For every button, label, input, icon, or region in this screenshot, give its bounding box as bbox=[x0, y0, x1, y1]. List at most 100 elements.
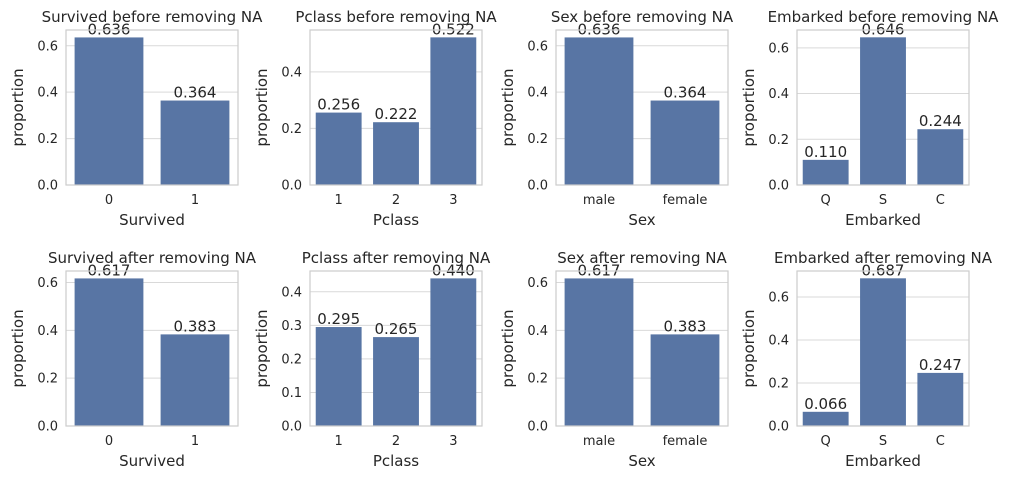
x-tick-label: 1 bbox=[335, 193, 343, 208]
y-tick-label: 0.0 bbox=[281, 420, 302, 435]
bar bbox=[373, 337, 419, 426]
y-tick-label: 0.2 bbox=[527, 372, 548, 387]
x-tick-label: 0 bbox=[105, 193, 113, 208]
y-tick-label: 0.6 bbox=[37, 276, 58, 291]
bar bbox=[564, 37, 634, 186]
subplot: 0.0 0.2 0.4 0.256 1 0.222 2 0.522 3 Pclass before… bbox=[253, 8, 497, 229]
axes-frame bbox=[555, 270, 729, 427]
y-tick-label: 0.6 bbox=[768, 291, 789, 306]
bar bbox=[564, 278, 634, 426]
y-axis-label: proportion bbox=[9, 309, 27, 387]
y-tick-label: 0.2 bbox=[527, 132, 548, 147]
y-tick-label: 0.2 bbox=[768, 133, 789, 148]
bar bbox=[802, 159, 849, 185]
x-axis-label: Embarked bbox=[845, 211, 921, 229]
x-tick-label: C bbox=[936, 193, 945, 208]
bar bbox=[315, 112, 362, 185]
y-tick-label: 0.0 bbox=[281, 179, 302, 194]
axes-frame bbox=[309, 29, 483, 186]
data-label: 0.256 bbox=[317, 96, 360, 114]
y-tick-label: 0.0 bbox=[768, 420, 789, 435]
y-tick-label: 0.4 bbox=[768, 87, 789, 102]
data-label: 0.383 bbox=[174, 317, 217, 335]
bar bbox=[74, 37, 144, 186]
y-tick-label: 0.2 bbox=[281, 352, 302, 367]
y-tick-label: 0.0 bbox=[768, 179, 789, 194]
x-tick-label: 2 bbox=[392, 193, 400, 208]
bar bbox=[860, 37, 906, 185]
subplot: 0.0 0.2 0.4 0.6 0.110 Q 0.646 S 0.244 C Embarked b… bbox=[740, 8, 999, 229]
x-tick-label: male bbox=[583, 193, 615, 208]
bar bbox=[430, 37, 477, 185]
axes-frame bbox=[796, 29, 970, 186]
data-label: 0.265 bbox=[375, 320, 418, 338]
x-axis-label: Pclass bbox=[373, 211, 419, 229]
x-tick-label: female bbox=[663, 434, 708, 449]
data-label: 0.383 bbox=[664, 317, 707, 335]
y-tick-label: 0.0 bbox=[37, 420, 58, 435]
subplot-title: Survived after removing NA bbox=[48, 249, 257, 267]
axes-frame bbox=[309, 270, 483, 427]
bar bbox=[74, 278, 144, 426]
y-tick-label: 0.4 bbox=[281, 65, 302, 80]
x-axis-label: Sex bbox=[628, 452, 655, 470]
y-tick-label: 0.4 bbox=[768, 334, 789, 349]
data-label: 0.687 bbox=[862, 261, 905, 279]
subplot: 0.0 0.1 0.2 0.3 0.4 0.295 1 0.265 2 0.440 3 Pclass … bbox=[253, 249, 491, 470]
x-tick-label: C bbox=[936, 434, 945, 449]
axes-frame bbox=[65, 270, 239, 427]
y-tick-label: 0.0 bbox=[527, 420, 548, 435]
y-tick-label: 0.2 bbox=[281, 122, 302, 137]
x-tick-label: female bbox=[663, 193, 708, 208]
bar bbox=[802, 411, 849, 426]
bar bbox=[917, 372, 964, 426]
subplot-title: Sex before removing NA bbox=[551, 8, 734, 26]
subplot-title: Embarked before removing NA bbox=[768, 8, 1000, 26]
subplot: 0.0 0.2 0.4 0.6 0.066 Q 0.687 S 0.247 C Embarked a… bbox=[740, 249, 993, 470]
x-axis-label: Pclass bbox=[373, 452, 419, 470]
subplot-title: Embarked after removing NA bbox=[774, 249, 993, 267]
bar bbox=[650, 334, 720, 426]
x-axis-label: Survived bbox=[119, 452, 185, 470]
subplot-title: Pclass before removing NA bbox=[295, 8, 497, 26]
y-axis-label: proportion bbox=[9, 68, 27, 146]
y-tick-label: 0.6 bbox=[527, 39, 548, 54]
data-label: 0.364 bbox=[664, 84, 707, 102]
data-label: 0.247 bbox=[919, 356, 962, 374]
axes-frame bbox=[796, 270, 970, 427]
bar bbox=[160, 334, 230, 426]
data-label: 0.110 bbox=[804, 143, 847, 161]
y-axis-label: proportion bbox=[499, 68, 517, 146]
y-tick-label: 0.3 bbox=[281, 319, 302, 334]
bar bbox=[650, 100, 720, 185]
y-tick-label: 0.4 bbox=[37, 324, 58, 339]
subplot-title: Survived before removing NA bbox=[42, 8, 264, 26]
y-axis-label: proportion bbox=[253, 68, 271, 146]
data-label: 0.295 bbox=[317, 310, 360, 328]
x-tick-label: 3 bbox=[449, 193, 457, 208]
data-label: 0.440 bbox=[432, 261, 475, 279]
y-tick-label: 0.4 bbox=[281, 285, 302, 300]
y-tick-label: 0.4 bbox=[37, 86, 58, 101]
bar bbox=[860, 278, 906, 426]
axes-frame bbox=[65, 29, 239, 186]
x-tick-label: 1 bbox=[191, 193, 199, 208]
x-axis-label: Embarked bbox=[845, 452, 921, 470]
bar bbox=[917, 129, 964, 185]
x-tick-label: 3 bbox=[449, 434, 457, 449]
data-label: 0.646 bbox=[862, 20, 905, 38]
data-label: 0.222 bbox=[375, 105, 418, 123]
axes-frame bbox=[555, 29, 729, 186]
bar bbox=[315, 327, 362, 426]
x-axis-label: Sex bbox=[628, 211, 655, 229]
bar bbox=[430, 278, 477, 426]
x-tick-label: 0 bbox=[105, 434, 113, 449]
x-tick-label: 2 bbox=[392, 434, 400, 449]
y-tick-label: 0.6 bbox=[527, 276, 548, 291]
y-tick-label: 0.6 bbox=[37, 39, 58, 54]
